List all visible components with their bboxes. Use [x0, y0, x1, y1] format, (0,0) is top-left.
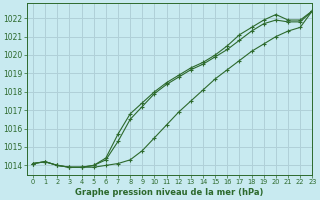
- X-axis label: Graphe pression niveau de la mer (hPa): Graphe pression niveau de la mer (hPa): [76, 188, 264, 197]
